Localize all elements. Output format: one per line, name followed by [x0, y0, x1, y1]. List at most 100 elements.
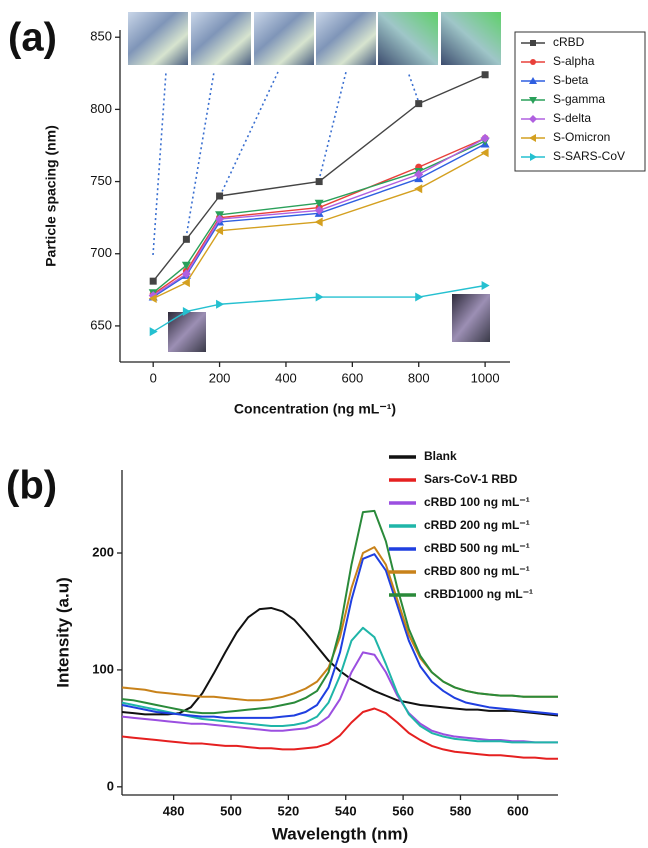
- data-point: [315, 178, 323, 186]
- legend-label: S-gamma: [553, 92, 605, 106]
- panel-label: (a): [8, 16, 57, 60]
- x-tick-label: 480: [163, 803, 185, 818]
- series-line: [152, 143, 486, 298]
- data-point: [182, 235, 190, 243]
- x-tick-label: 0: [150, 370, 157, 385]
- arrow: [319, 71, 347, 177]
- arrow: [152, 71, 167, 256]
- data-point: [415, 100, 423, 108]
- x-tick-label: 600: [341, 370, 363, 385]
- legend-label: cRBD1000 ng mL⁻¹: [424, 587, 533, 601]
- series-line: [121, 707, 558, 760]
- series-line: [152, 74, 486, 282]
- x-axis-label: Concentration (ng mL⁻¹): [234, 401, 396, 417]
- arrow: [407, 71, 419, 101]
- legend-marker: [529, 115, 537, 123]
- series-line: [152, 152, 486, 300]
- y-axis-label: Particle spacing (nm): [43, 125, 59, 267]
- legend-marker: [529, 134, 536, 142]
- x-tick-label: 200: [209, 370, 231, 385]
- y-tick-label: 0: [107, 778, 114, 793]
- photo: [254, 12, 314, 65]
- data-point: [481, 280, 490, 290]
- y-tick-label: 650: [90, 317, 112, 332]
- legend-label: Blank: [424, 449, 457, 463]
- legend-label: cRBD 100 ng mL⁻¹: [424, 495, 530, 509]
- legend-box: [514, 31, 646, 172]
- data-point: [314, 199, 324, 208]
- legend-label: cRBD 800 ng mL⁻¹: [424, 564, 530, 578]
- inset-photos: [128, 12, 501, 352]
- x-tick-label: 600: [507, 803, 529, 818]
- photo: [316, 12, 376, 65]
- data-point: [314, 217, 323, 227]
- panel-label: (b): [6, 464, 57, 508]
- data-point: [149, 327, 158, 337]
- series-line: [121, 651, 558, 744]
- data-point: [215, 214, 225, 224]
- data-point: [215, 226, 224, 236]
- legend-label: S-beta: [553, 73, 589, 87]
- legend-marker: [529, 77, 537, 84]
- y-tick-label: 100: [92, 661, 114, 676]
- legend-label: S-Omicron: [553, 130, 610, 144]
- legend-label: Sars-CoV-1 RBD: [424, 472, 518, 486]
- x-tick-label: 800: [408, 370, 430, 385]
- data-point: [480, 133, 490, 143]
- x-tick-label: 520: [278, 803, 300, 818]
- series-line: [152, 137, 486, 295]
- photo: [168, 312, 206, 352]
- y-tick-label: 850: [90, 29, 112, 44]
- x-tick-label: 400: [275, 370, 297, 385]
- photo: [191, 12, 251, 65]
- legend-label: S-alpha: [553, 54, 595, 68]
- photo: [378, 12, 438, 65]
- series-line: [121, 606, 559, 717]
- legend-marker: [530, 40, 536, 46]
- x-tick-label: 580: [450, 803, 472, 818]
- series-line: [152, 284, 486, 333]
- legend-marker: [530, 59, 536, 65]
- photo: [441, 12, 501, 65]
- data-point: [314, 205, 324, 215]
- data-point: [182, 306, 191, 316]
- y-axis-label: Intensity (a.u): [53, 577, 72, 688]
- series-line: [152, 140, 486, 294]
- data-point: [216, 192, 224, 200]
- series-line: [121, 626, 558, 744]
- arrow: [219, 71, 279, 197]
- x-tick-label: 500: [220, 803, 242, 818]
- series-line: [152, 137, 486, 297]
- legend-marker: [530, 153, 537, 161]
- data-point: [414, 169, 424, 179]
- data-point: [181, 261, 191, 270]
- series-line: [121, 553, 559, 719]
- photo: [128, 12, 188, 65]
- y-tick-label: 750: [90, 173, 112, 188]
- y-tick-label: 200: [92, 544, 114, 559]
- series-line: [121, 509, 558, 715]
- legend-label: S-delta: [553, 111, 591, 125]
- x-tick-label: 560: [392, 803, 414, 818]
- data-point: [481, 71, 489, 79]
- x-axis-label: Wavelength (nm): [272, 824, 408, 843]
- data-point: [148, 293, 157, 303]
- data-point: [415, 292, 424, 302]
- legend-label: cRBD: [553, 35, 585, 49]
- data-point: [181, 278, 190, 288]
- legend-label: cRBD 500 ng mL⁻¹: [424, 541, 530, 555]
- legend-label: S-SARS-CoV: [553, 149, 625, 163]
- data-point: [480, 148, 489, 158]
- photo-arrows: [152, 71, 419, 256]
- y-tick-label: 800: [90, 101, 112, 116]
- photo: [452, 294, 490, 342]
- data-point: [216, 299, 225, 309]
- data-point: [181, 269, 191, 279]
- data-point: [149, 277, 157, 285]
- y-tick-label: 700: [90, 245, 112, 260]
- x-tick-label: 540: [335, 803, 357, 818]
- data-point: [414, 184, 423, 194]
- arrow: [185, 71, 215, 239]
- legend-label: cRBD 200 ng mL⁻¹: [424, 518, 530, 532]
